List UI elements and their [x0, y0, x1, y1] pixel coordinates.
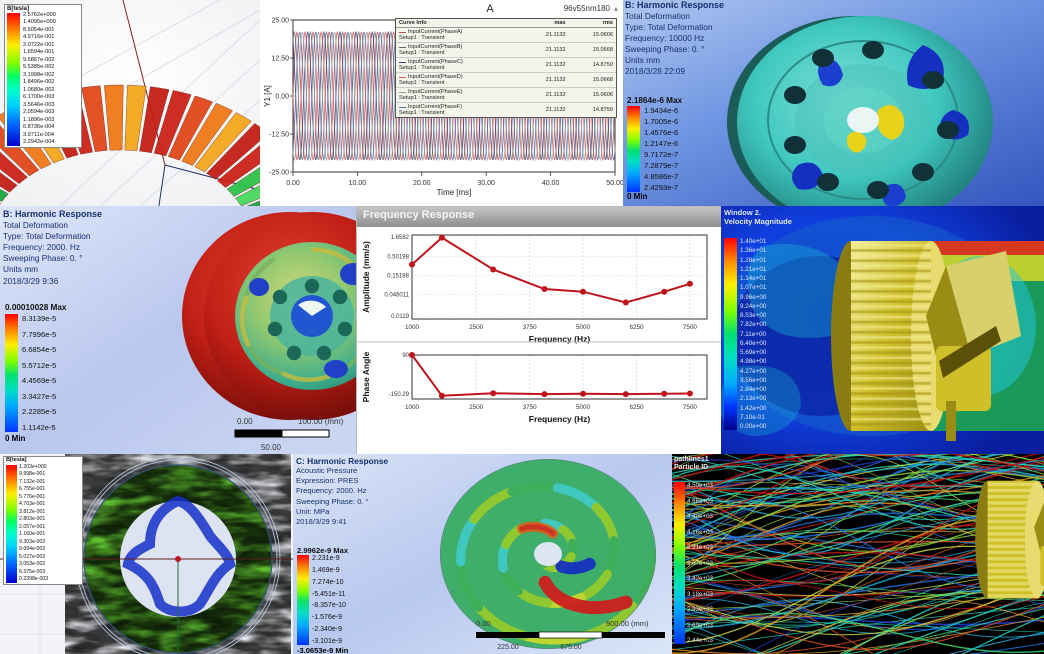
svg-text:0.15198: 0.15198 [387, 273, 409, 279]
svg-text:6250: 6250 [629, 404, 644, 411]
svg-text:25.00: 25.00 [271, 18, 289, 25]
svg-text:3750: 3750 [523, 404, 538, 411]
svg-text:50.00: 50.00 [606, 180, 623, 187]
svg-text:-25.00: -25.00 [269, 170, 289, 177]
svg-text:10.00: 10.00 [349, 180, 367, 187]
svg-text:7500: 7500 [683, 404, 698, 411]
svg-text:2500: 2500 [469, 324, 484, 331]
svg-text:5000: 5000 [576, 324, 591, 331]
svg-text:20.00: 20.00 [413, 180, 431, 187]
svg-text:0.50198: 0.50198 [387, 254, 409, 260]
svg-text:0.0119: 0.0119 [391, 314, 410, 320]
svg-text:675.00: 675.00 [560, 644, 582, 651]
svg-text:7500: 7500 [683, 324, 698, 331]
svg-text:Time [ms]: Time [ms] [437, 188, 472, 197]
svg-text:6250: 6250 [629, 324, 644, 331]
svg-text:Y1 [A]: Y1 [A] [263, 85, 272, 107]
svg-text:Phase Angle: Phase Angle [361, 351, 371, 402]
svg-text:1000: 1000 [405, 324, 420, 331]
svg-text:Amplitude (mm/s): Amplitude (mm/s) [361, 241, 371, 313]
svg-text:50.00: 50.00 [261, 443, 282, 452]
svg-text:0.00: 0.00 [275, 94, 289, 101]
svg-text:100.00 (mm): 100.00 (mm) [298, 417, 344, 426]
svg-text:90: 90 [402, 353, 409, 359]
svg-text:2500: 2500 [469, 404, 484, 411]
svg-text:5000: 5000 [576, 404, 591, 411]
svg-text:96v55nm180: 96v55nm180 [564, 4, 611, 13]
svg-text:0.00: 0.00 [476, 619, 491, 628]
svg-text:1000: 1000 [405, 404, 420, 411]
svg-text:30.00: 30.00 [477, 180, 495, 187]
svg-text:12.50: 12.50 [271, 56, 289, 63]
svg-text:0.00: 0.00 [286, 180, 300, 187]
svg-text:0.046011: 0.046011 [384, 293, 409, 299]
svg-text:▴: ▴ [614, 4, 618, 13]
svg-text:A: A [486, 3, 494, 15]
svg-text:3750: 3750 [523, 324, 538, 331]
svg-text:-12.50: -12.50 [269, 132, 289, 139]
svg-text:40.00: 40.00 [542, 180, 560, 187]
svg-text:0.00: 0.00 [237, 417, 253, 426]
svg-text:1.6582: 1.6582 [391, 235, 410, 241]
svg-text:900.00 (mm): 900.00 (mm) [606, 619, 649, 628]
svg-text:Frequency (Hz): Frequency (Hz) [529, 414, 591, 424]
svg-text:-150.29: -150.29 [389, 392, 410, 398]
svg-text:225.00: 225.00 [497, 644, 519, 651]
